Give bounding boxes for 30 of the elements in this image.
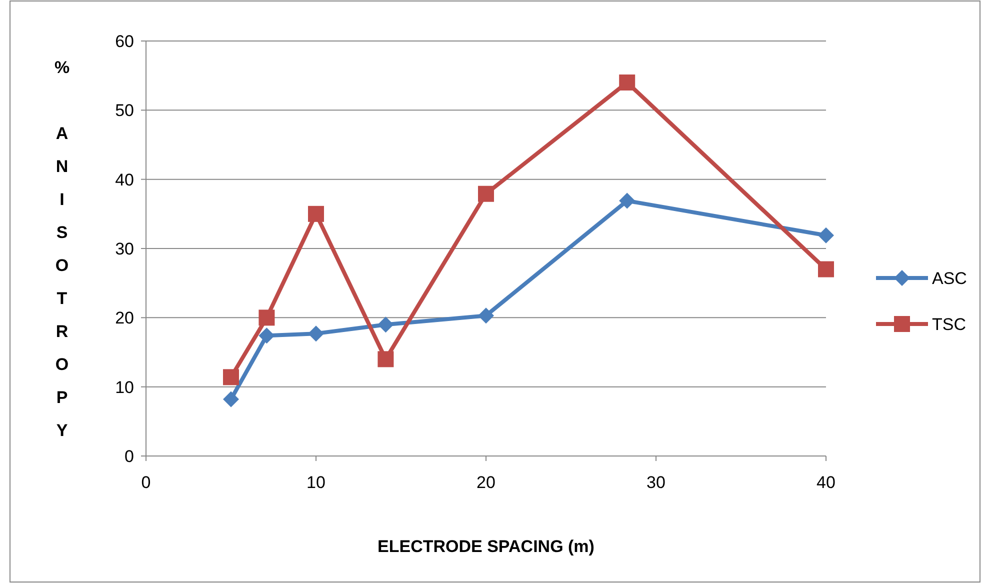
legend-label: TSC bbox=[932, 314, 966, 334]
x-tick-label: 10 bbox=[306, 473, 326, 492]
point bbox=[619, 192, 636, 209]
point bbox=[818, 261, 834, 278]
x-tick-label: 30 bbox=[646, 473, 666, 492]
point bbox=[308, 326, 324, 342]
point bbox=[378, 351, 394, 368]
y-tick-label: 40 bbox=[115, 170, 134, 190]
x-tick-label: 0 bbox=[141, 473, 151, 492]
point bbox=[223, 369, 239, 386]
x-axis-title: ELECTRODE SPACING (m) bbox=[378, 537, 594, 556]
y-tick-label: 10 bbox=[115, 378, 134, 397]
y-tick-label: 60 bbox=[115, 32, 134, 51]
point bbox=[308, 206, 324, 222]
x-tick-label: 20 bbox=[476, 473, 496, 492]
point bbox=[223, 391, 239, 408]
point bbox=[258, 310, 275, 326]
x-tick-label: 40 bbox=[816, 473, 836, 492]
y-tick-label: 50 bbox=[115, 101, 134, 120]
y-tick-label: 30 bbox=[115, 239, 134, 258]
point bbox=[378, 316, 394, 333]
y-axis-title: % ANISOTROPY bbox=[52, 58, 72, 454]
point bbox=[619, 74, 636, 90]
y-tick-label: 20 bbox=[115, 308, 134, 328]
y-tick-label: 0 bbox=[124, 446, 134, 466]
point bbox=[258, 328, 275, 344]
point bbox=[478, 308, 494, 324]
point bbox=[818, 227, 834, 244]
legend-label: ASC bbox=[932, 268, 967, 288]
point bbox=[478, 186, 494, 202]
